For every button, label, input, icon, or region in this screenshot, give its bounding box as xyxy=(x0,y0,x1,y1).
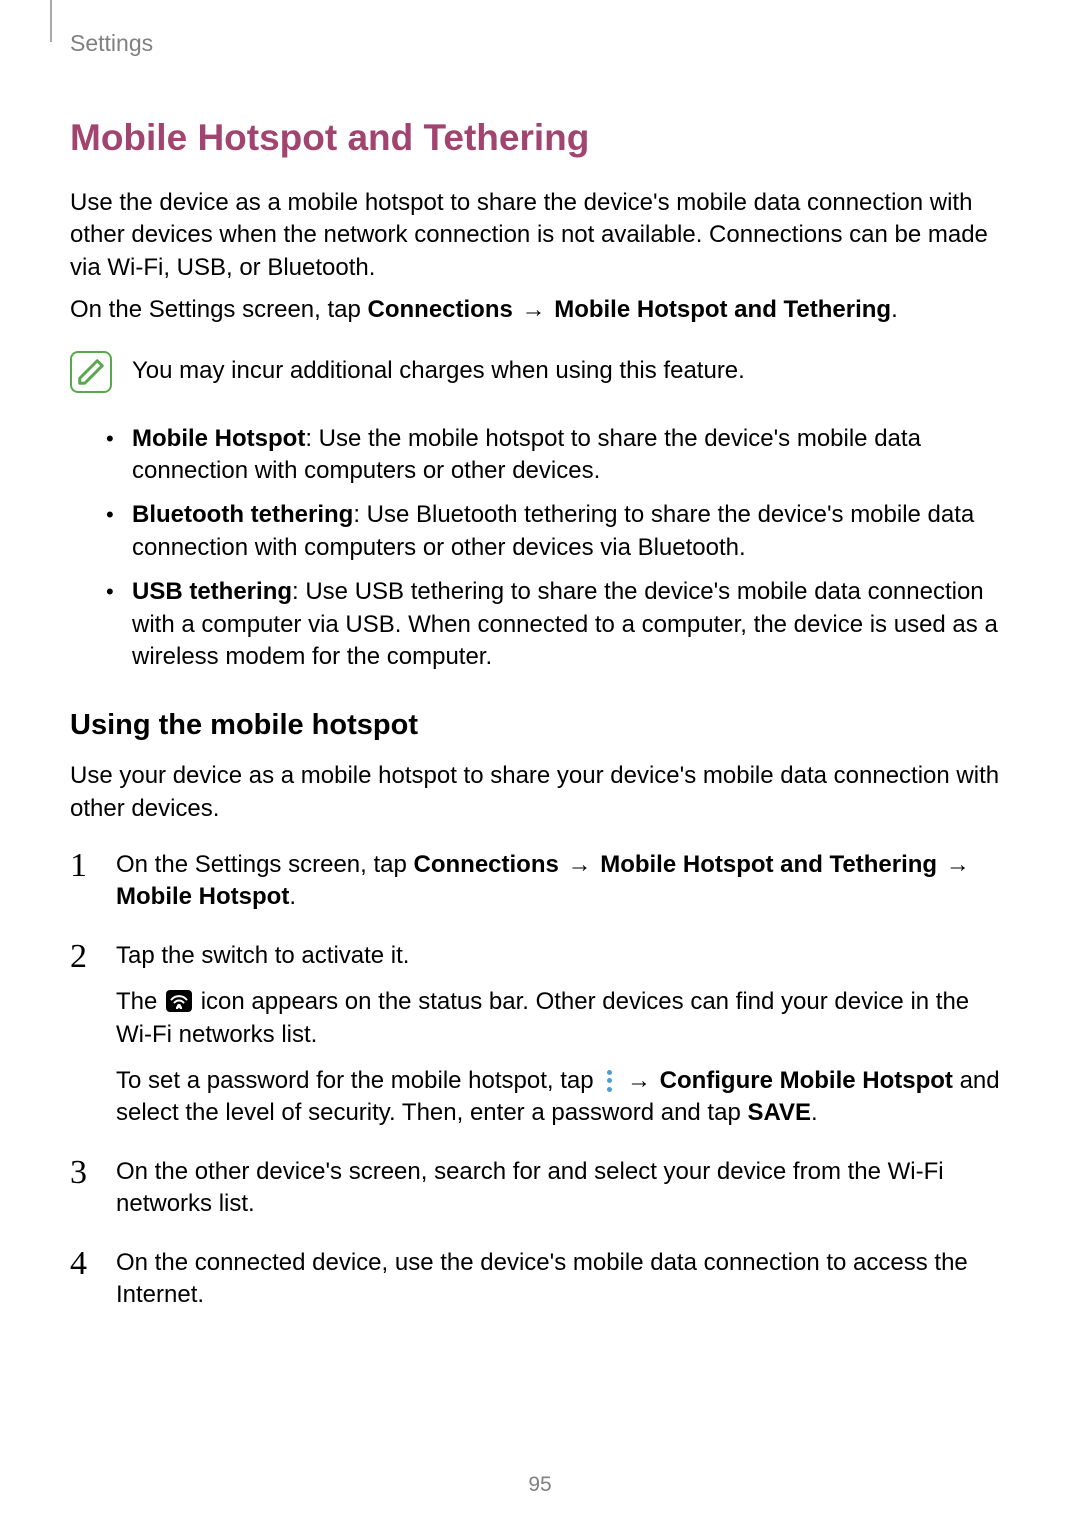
step-body: On the connected device, use the device'… xyxy=(116,1247,1010,1312)
bullet-title: Mobile Hotspot xyxy=(132,425,305,452)
step-1: 1 On the Settings screen, tap Connection… xyxy=(70,849,1010,914)
step-2-p2-prefix: The xyxy=(116,988,164,1015)
step-1-text: On the Settings screen, tap Connections … xyxy=(116,849,1010,914)
sub-intro-paragraph: Use your device as a mobile hotspot to s… xyxy=(70,760,1010,825)
note-callout: You may incur additional charges when us… xyxy=(70,351,1010,393)
arrow-icon: → xyxy=(627,1067,651,1094)
intro-paragraph: Use the device as a mobile hotspot to sh… xyxy=(70,187,1010,284)
bullet-bluetooth-tethering: Bluetooth tethering: Use Bluetooth tethe… xyxy=(106,499,1010,564)
step-4-text: On the connected device, use the device'… xyxy=(116,1247,1010,1312)
nav-bold-hotspot-tethering: Mobile Hotspot and Tethering xyxy=(554,296,891,323)
step-1-prefix: On the Settings screen, tap xyxy=(116,851,414,878)
step-3-text: On the other device's screen, search for… xyxy=(116,1156,1010,1221)
step-1-bold-mobile-hotspot: Mobile Hotspot xyxy=(116,883,289,910)
more-options-icon xyxy=(602,1068,616,1094)
step-body: On the other device's screen, search for… xyxy=(116,1156,1010,1221)
step-2-p2: The icon appears on the status bar. Othe… xyxy=(116,986,1010,1051)
step-2-p2-mid: icon appears on the status bar. Other de… xyxy=(116,988,969,1047)
step-4: 4 On the connected device, use the devic… xyxy=(70,1247,1010,1312)
header-tick-divider xyxy=(50,0,52,42)
section-title: Mobile Hotspot and Tethering xyxy=(70,117,1010,159)
bullet-title: USB tethering xyxy=(132,578,292,605)
steps-list: 1 On the Settings screen, tap Connection… xyxy=(70,849,1010,1311)
step-2: 2 Tap the switch to activate it. The ico… xyxy=(70,940,1010,1130)
page-container: Settings Mobile Hotspot and Tethering Us… xyxy=(0,0,1080,1527)
step-body: Tap the switch to activate it. The icon … xyxy=(116,940,1010,1130)
header-breadcrumb: Settings xyxy=(70,30,1010,57)
note-text: You may incur additional charges when us… xyxy=(132,355,745,387)
step-number: 3 xyxy=(70,1156,100,1221)
step-3: 3 On the other device's screen, search f… xyxy=(70,1156,1010,1221)
step-number: 1 xyxy=(70,849,100,914)
note-icon xyxy=(70,351,112,393)
page-number: 95 xyxy=(0,1473,1080,1497)
step-2-p1: Tap the switch to activate it. xyxy=(116,940,1010,972)
step-2-p3-suffix: . xyxy=(811,1099,818,1126)
nav-instruction: On the Settings screen, tap Connections … xyxy=(70,294,1010,326)
step-1-bold-hotspot-tethering: Mobile Hotspot and Tethering xyxy=(600,851,937,878)
arrow-icon: → xyxy=(946,851,970,878)
arrow-icon: → xyxy=(522,296,546,323)
bullet-title: Bluetooth tethering xyxy=(132,501,353,528)
step-number: 2 xyxy=(70,940,100,1130)
arrow-icon: → xyxy=(568,851,592,878)
step-1-bold-connections: Connections xyxy=(414,851,559,878)
subheading-using-hotspot: Using the mobile hotspot xyxy=(70,709,1010,742)
hotspot-status-icon xyxy=(166,990,192,1012)
step-number: 4 xyxy=(70,1247,100,1312)
step-1-suffix: . xyxy=(289,883,296,910)
nav-prefix: On the Settings screen, tap xyxy=(70,296,368,323)
step-body: On the Settings screen, tap Connections … xyxy=(116,849,1010,914)
wifi-hotspot-icon xyxy=(169,993,189,1009)
bullet-mobile-hotspot: Mobile Hotspot: Use the mobile hotspot t… xyxy=(106,423,1010,488)
feature-bullet-list: Mobile Hotspot: Use the mobile hotspot t… xyxy=(70,423,1010,674)
step-2-p3-bold-configure: Configure Mobile Hotspot xyxy=(660,1067,953,1094)
step-2-p3-prefix: To set a password for the mobile hotspot… xyxy=(116,1067,600,1094)
step-2-p3-bold-save: SAVE xyxy=(747,1099,811,1126)
pencil-note-icon xyxy=(76,357,106,387)
nav-suffix: . xyxy=(891,296,898,323)
step-2-p3: To set a password for the mobile hotspot… xyxy=(116,1065,1010,1130)
bullet-usb-tethering: USB tethering: Use USB tethering to shar… xyxy=(106,576,1010,673)
nav-bold-connections: Connections xyxy=(368,296,513,323)
